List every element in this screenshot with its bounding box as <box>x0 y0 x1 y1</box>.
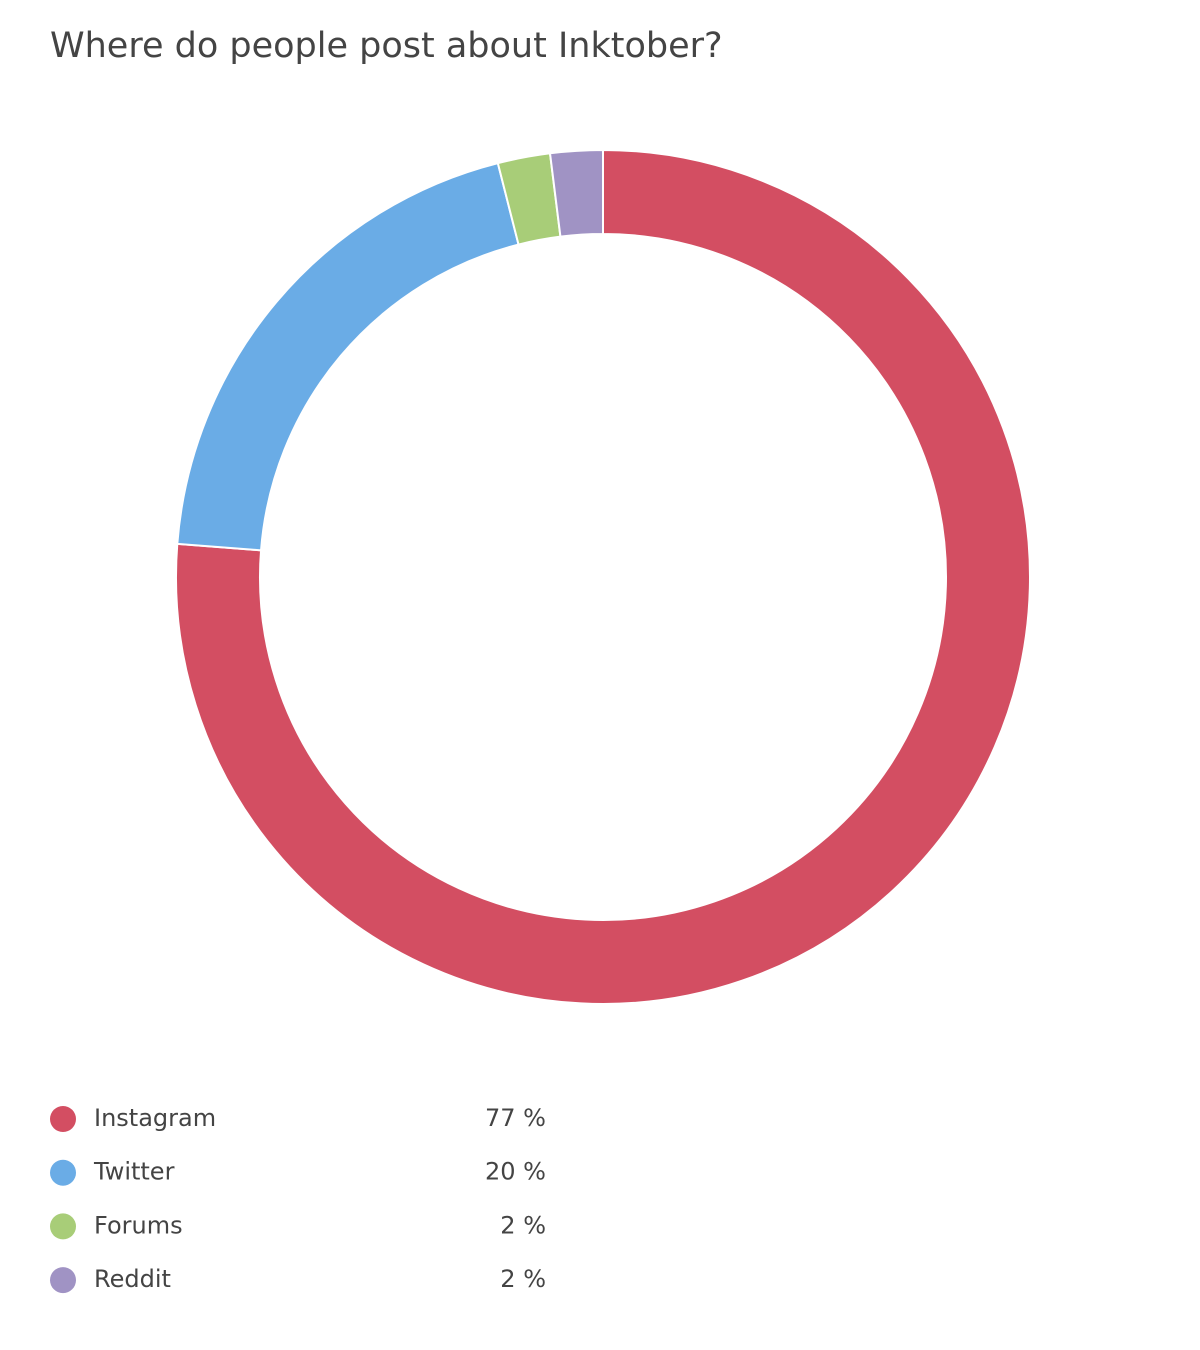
chart-title: Where do people post about Inktober? <box>50 26 723 66</box>
legend-marker <box>50 1106 76 1132</box>
legend-marker <box>50 1267 76 1294</box>
legend-marker <box>50 1213 76 1240</box>
legend-value: 20 % <box>485 1158 546 1186</box>
legend-value: 2 % <box>500 1265 546 1293</box>
donut-segment <box>176 161 520 552</box>
legend-label: Reddit <box>94 1265 171 1293</box>
legend-label: Twitter <box>93 1158 175 1186</box>
donut-segment <box>175 148 1031 1005</box>
legend-value: 77 % <box>485 1104 546 1132</box>
legend-marker <box>50 1159 76 1186</box>
donut-segment <box>548 148 604 238</box>
legend-label: Forums <box>94 1211 183 1239</box>
legend-value: 2 % <box>500 1211 546 1239</box>
legend-label: Instagram <box>94 1104 216 1132</box>
